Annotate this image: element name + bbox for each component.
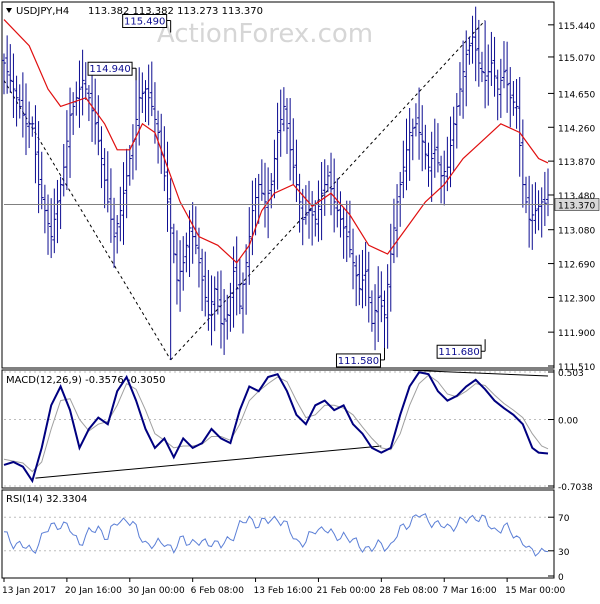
price-tick-label: 114.260 [558, 124, 595, 134]
x-tick-label: 13 Feb 16:00 [254, 586, 313, 596]
symbol-label: USDJPY,H4 [16, 6, 69, 17]
x-tick-label: 30 Jan 00:00 [128, 586, 185, 596]
price-tick-label: 112.690 [558, 261, 595, 271]
x-tick-label: 13 Jan 2017 [2, 586, 56, 596]
price-header: USDJPY,H4 113.382 113.382 113.273 113.37… [6, 6, 263, 17]
annotation-box [436, 344, 482, 359]
price-tick-label: 113.080 [558, 227, 595, 237]
annotation-label: 115.490 [124, 16, 165, 27]
macd-tick-label: 0.00 [558, 417, 578, 427]
macd-trendline [412, 369, 549, 377]
x-tick-label: 15 Mar 00:00 [505, 586, 565, 596]
macd-signal-line [3, 374, 549, 473]
rsi-tick-label: 70 [558, 514, 570, 524]
macd-line [3, 371, 549, 484]
annotation-label: 111.680 [438, 347, 479, 358]
macd-tick-label: 0.503 [558, 369, 584, 379]
price-panel-frame [1, 1, 555, 369]
moving-average-line [3, 19, 549, 264]
x-tick-label: 20 Jan 16:00 [65, 586, 122, 596]
price-tick-label: 113.870 [558, 158, 595, 168]
annotation-box [122, 13, 168, 28]
macd-tick-label: -0.7038 [558, 483, 593, 493]
price-tick-label: 112.300 [558, 294, 595, 304]
annotation-box [87, 61, 133, 76]
annotation-box [335, 353, 381, 368]
rsi-tick-label: 0 [558, 573, 564, 583]
price-tick-label: 113.480 [558, 192, 595, 202]
dashed-trendline [3, 80, 172, 361]
price-tick-label: 111.900 [558, 329, 595, 339]
annotation-label: 114.940 [89, 64, 130, 75]
rsi-panel-frame [1, 489, 555, 579]
rsi-tick-label: 30 [558, 548, 570, 558]
annotation-label: 111.580 [338, 356, 379, 367]
x-tick-label: 7 Mar 16:00 [442, 586, 497, 596]
dashed-trendline [170, 20, 486, 361]
current-price-tag [554, 198, 600, 211]
macd-panel-frame [1, 369, 555, 489]
watermark: ActionForex.com [157, 19, 373, 49]
price-tick-label: 115.440 [558, 22, 595, 32]
price-tick-label: 111.510 [558, 363, 595, 373]
macd-trendline [35, 445, 382, 479]
ohlc-values: 113.382 113.382 113.273 113.370 [88, 6, 263, 17]
macd-title: MACD(12,26,9) -0.3576 -0.3050 [6, 375, 166, 386]
rsi-title: RSI(14) 32.3304 [6, 494, 87, 505]
price-tick-label: 114.650 [558, 90, 595, 100]
x-tick-label: 21 Feb 00:00 [316, 586, 375, 596]
price-tick-label: 115.070 [558, 54, 595, 64]
current-price-label: 113.370 [558, 202, 595, 212]
dropdown-triangle-icon [6, 8, 12, 13]
x-tick-label: 28 Feb 08:00 [379, 586, 438, 596]
x-tick-label: 6 Feb 08:00 [191, 586, 245, 596]
rsi-line [3, 513, 549, 557]
